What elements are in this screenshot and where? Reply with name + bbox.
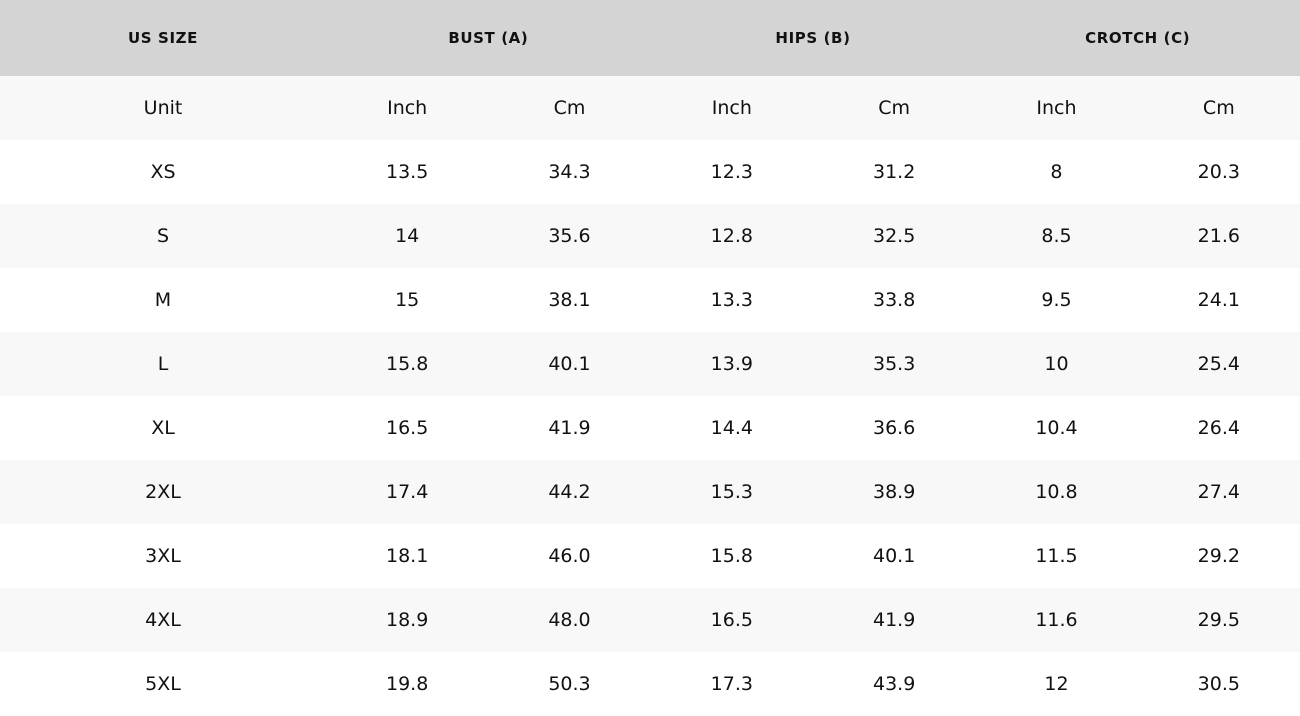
size-cell: XL	[0, 396, 326, 460]
measure-cell: 18.9	[326, 588, 489, 652]
measure-cell: 17.4	[326, 460, 489, 524]
measure-cell: 27.4	[1137, 460, 1300, 524]
measure-cell: 38.9	[812, 460, 976, 524]
measure-cell: 41.9	[812, 588, 976, 652]
header-cell: BUST (A)	[326, 0, 651, 76]
size-cell: 4XL	[0, 588, 326, 652]
size-row: 5XL 19.8 50.3 17.3 43.9 12 30.5	[0, 652, 1300, 716]
unit-cell: Inch	[326, 76, 489, 140]
measure-cell: 15.3	[650, 460, 813, 524]
unit-cell: Cm	[812, 76, 976, 140]
measure-cell: 25.4	[1137, 332, 1300, 396]
measure-cell: 9.5	[975, 268, 1138, 332]
measure-cell: 10.4	[975, 396, 1138, 460]
measure-cell: 30.5	[1137, 652, 1300, 716]
header-cell: HIPS (B)	[650, 0, 976, 76]
measure-cell: 46.0	[488, 524, 651, 588]
size-cell: S	[0, 204, 326, 268]
size-cell: 5XL	[0, 652, 326, 716]
measure-cell: 14	[326, 204, 489, 268]
measure-cell: 17.3	[650, 652, 813, 716]
size-row: 4XL 18.9 48.0 16.5 41.9 11.6 29.5	[0, 588, 1300, 652]
measure-cell: 15	[326, 268, 489, 332]
measure-cell: 21.6	[1137, 204, 1300, 268]
header-row: US SIZE BUST (A) HIPS (B) CROTCH (C)	[0, 0, 1300, 76]
size-row: XL 16.5 41.9 14.4 36.6 10.4 26.4	[0, 396, 1300, 460]
unit-cell: Inch	[975, 76, 1138, 140]
measure-cell: 34.3	[488, 140, 651, 204]
unit-row: Unit Inch Cm Inch Cm Inch Cm	[0, 76, 1300, 140]
size-row: S 14 35.6 12.8 32.5 8.5 21.6	[0, 204, 1300, 268]
measure-cell: 32.5	[812, 204, 976, 268]
measure-cell: 12	[975, 652, 1138, 716]
size-row: M 15 38.1 13.3 33.8 9.5 24.1	[0, 268, 1300, 332]
size-cell: L	[0, 332, 326, 396]
measure-cell: 24.1	[1137, 268, 1300, 332]
measure-cell: 16.5	[650, 588, 813, 652]
measure-cell: 36.6	[812, 396, 976, 460]
table-head: US SIZE BUST (A) HIPS (B) CROTCH (C)	[0, 0, 1300, 76]
measure-cell: 11.5	[975, 524, 1138, 588]
measure-cell: 31.2	[812, 140, 976, 204]
size-cell: M	[0, 268, 326, 332]
measure-cell: 10.8	[975, 460, 1138, 524]
measure-cell: 43.9	[812, 652, 976, 716]
measure-cell: 40.1	[812, 524, 976, 588]
measure-cell: 18.1	[326, 524, 489, 588]
measure-cell: 13.9	[650, 332, 813, 396]
size-row: 3XL 18.1 46.0 15.8 40.1 11.5 29.2	[0, 524, 1300, 588]
size-row: 2XL 17.4 44.2 15.3 38.9 10.8 27.4	[0, 460, 1300, 524]
size-cell: 2XL	[0, 460, 326, 524]
measure-cell: 16.5	[326, 396, 489, 460]
table-body: Unit Inch Cm Inch Cm Inch Cm XS 13.5 34.3 12.3 31.2…	[0, 76, 1300, 716]
size-row: XS 13.5 34.3 12.3 31.2 8 20.3	[0, 140, 1300, 204]
measure-cell: 48.0	[488, 588, 651, 652]
header-cell: CROTCH (C)	[975, 0, 1300, 76]
size-cell: XS	[0, 140, 326, 204]
unit-cell: Unit	[0, 76, 326, 140]
measure-cell: 50.3	[488, 652, 651, 716]
measure-cell: 40.1	[488, 332, 651, 396]
measure-cell: 26.4	[1137, 396, 1300, 460]
unit-cell: Cm	[1137, 76, 1300, 140]
measure-cell: 8.5	[975, 204, 1138, 268]
unit-cell: Inch	[650, 76, 813, 140]
measure-cell: 12.3	[650, 140, 813, 204]
measure-cell: 19.8	[326, 652, 489, 716]
header-cell: US SIZE	[0, 0, 326, 76]
measure-cell: 29.5	[1137, 588, 1300, 652]
measure-cell: 35.3	[812, 332, 976, 396]
unit-cell: Cm	[488, 76, 651, 140]
size-row: L 15.8 40.1 13.9 35.3 10 25.4	[0, 332, 1300, 396]
measure-cell: 29.2	[1137, 524, 1300, 588]
measure-cell: 35.6	[488, 204, 651, 268]
measure-cell: 13.5	[326, 140, 489, 204]
measure-cell: 38.1	[488, 268, 651, 332]
measure-cell: 44.2	[488, 460, 651, 524]
measure-cell: 33.8	[812, 268, 976, 332]
measure-cell: 15.8	[650, 524, 813, 588]
measure-cell: 15.8	[326, 332, 489, 396]
measure-cell: 8	[975, 140, 1138, 204]
measure-cell: 12.8	[650, 204, 813, 268]
measure-cell: 13.3	[650, 268, 813, 332]
measure-cell: 11.6	[975, 588, 1138, 652]
measure-cell: 41.9	[488, 396, 651, 460]
measure-cell: 14.4	[650, 396, 813, 460]
measure-cell: 20.3	[1137, 140, 1300, 204]
measure-cell: 10	[975, 332, 1138, 396]
size-cell: 3XL	[0, 524, 326, 588]
